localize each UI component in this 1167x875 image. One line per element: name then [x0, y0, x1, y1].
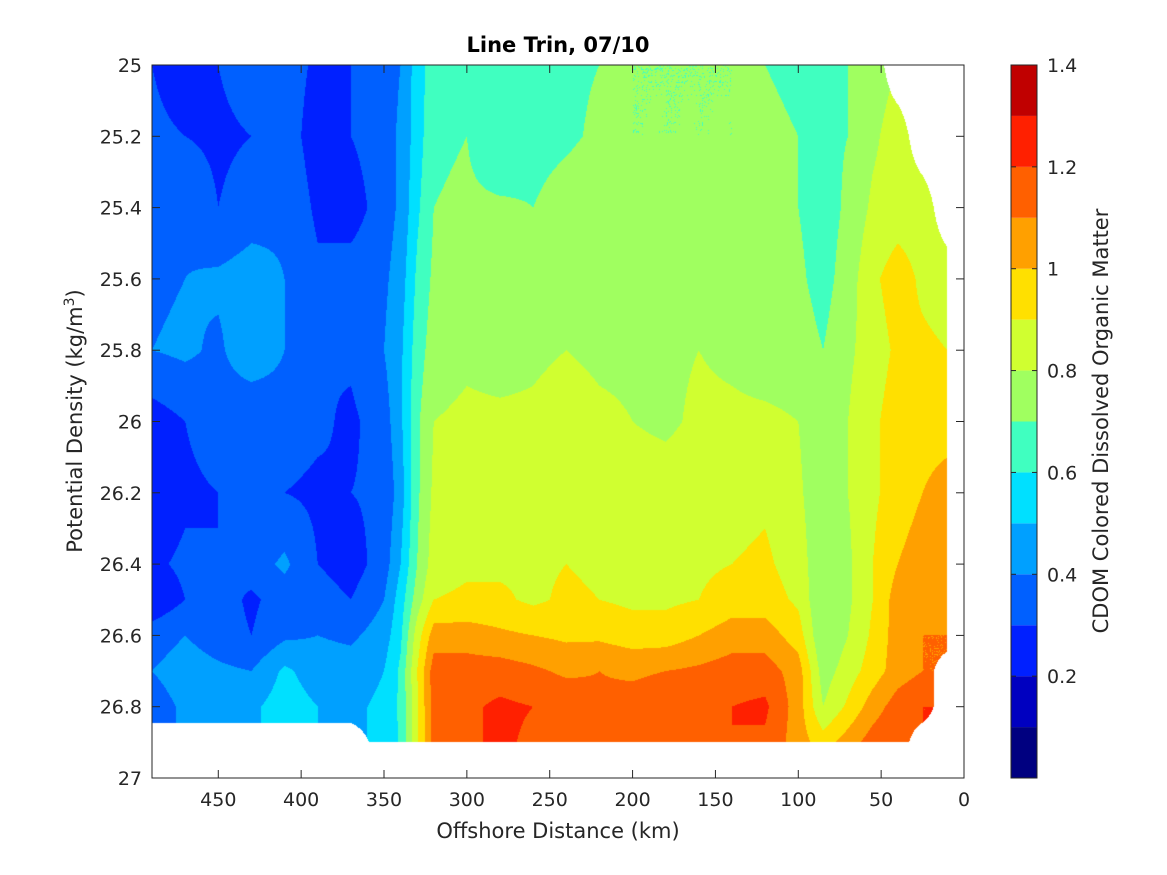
colorbar-segment	[1011, 65, 1037, 116]
colorbar-segment	[1011, 421, 1037, 473]
colorbar-segment	[1011, 727, 1037, 778]
x-tick-label: 0	[958, 789, 970, 811]
colorbar-tick-label: 1.4	[1047, 55, 1077, 77]
colorbar-frame	[1010, 64, 1038, 779]
x-axis: 450 400 350 300 250 200 150 100 50 0	[200, 65, 970, 811]
contour-fill-layer	[152, 65, 964, 778]
y-tick-label: 25.6	[100, 269, 142, 291]
y-axis: 25 25.2 25.4 25.6 25.8 26 26.2 26.4 26.6 26.8 27	[100, 55, 964, 790]
y-tick-label: 26.8	[100, 697, 142, 719]
colorbar-tick-label: 1	[1047, 259, 1059, 281]
colorbar-segment	[1011, 523, 1037, 575]
colorbar-tick-label: 0.2	[1047, 666, 1077, 688]
x-tick-label: 50	[869, 789, 893, 811]
y-tick-label: 26.6	[100, 625, 142, 647]
colorbar-tick-label: 0.6	[1047, 462, 1077, 484]
y-tick-label: 26	[118, 412, 142, 434]
colorbar-segment	[1011, 115, 1037, 167]
colorbar-tick-label: 0.4	[1047, 564, 1077, 586]
chart-title: Line Trin, 07/10	[466, 33, 649, 57]
y-axis-title: Potential Density (kg/m3)	[62, 289, 87, 553]
colorbar-tick-label: 0.8	[1047, 361, 1077, 383]
y-tick-label: 25.8	[100, 340, 142, 362]
x-tick-label: 150	[697, 789, 733, 811]
x-tick-label: 100	[780, 789, 816, 811]
x-tick-label: 300	[449, 789, 485, 811]
colorbar-tick-label: 1.2	[1047, 157, 1077, 179]
colorbar-segment	[1011, 574, 1037, 626]
x-axis-title: Offshore Distance (km)	[436, 819, 679, 843]
x-tick-label: 250	[532, 789, 568, 811]
colorbar: 0.2 0.4 0.6 0.8 1 1.2 1.4	[1010, 55, 1077, 779]
y-tick-label: 25.2	[100, 126, 142, 148]
y-tick-label: 26.2	[100, 483, 142, 505]
y-tick-label: 25	[118, 55, 142, 77]
colorbar-segment	[1011, 268, 1037, 320]
x-tick-label: 400	[283, 789, 319, 811]
x-tick-label: 450	[200, 789, 236, 811]
colorbar-segment	[1011, 319, 1037, 371]
colorbar-segment	[1011, 370, 1037, 422]
colorbar-segment	[1011, 217, 1037, 269]
colorbar-segment	[1011, 472, 1037, 524]
x-tick-label: 200	[614, 789, 650, 811]
y-tick-label: 25.4	[100, 198, 142, 220]
contour-field	[152, 65, 964, 778]
colorbar-segment	[1011, 625, 1037, 677]
colorbar-title: CDOM Colored Dissolved Organic Matter	[1089, 208, 1113, 633]
colorbar-segment	[1011, 676, 1037, 728]
y-tick-label: 26.4	[100, 554, 142, 576]
y-tick-label: 27	[118, 768, 142, 790]
colorbar-segment	[1011, 166, 1037, 218]
x-tick-label: 350	[366, 789, 402, 811]
